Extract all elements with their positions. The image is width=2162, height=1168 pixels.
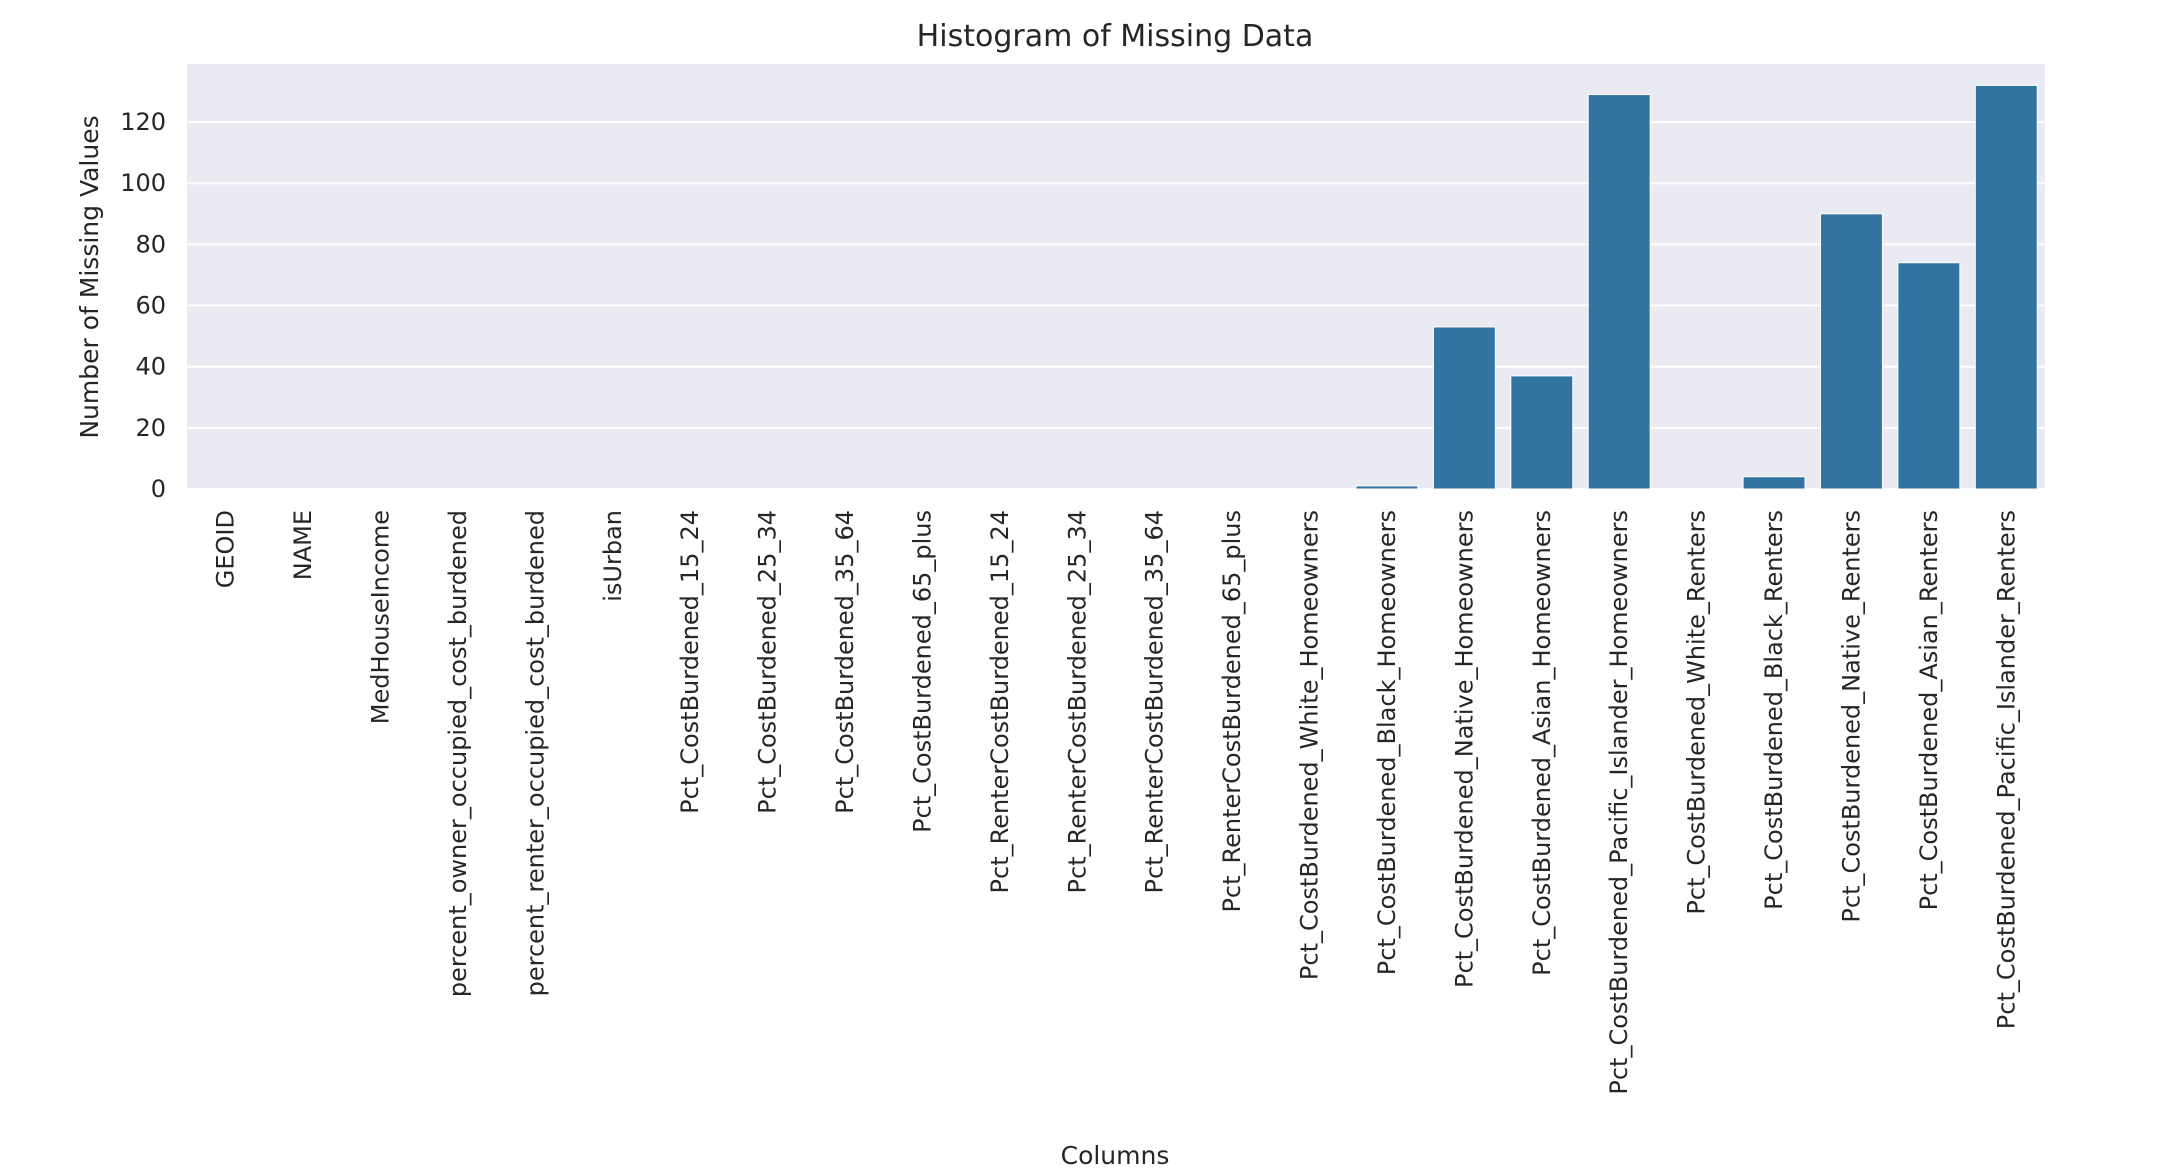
x-tick-label: Pct_RenterCostBurdened_25_34	[1063, 510, 1091, 893]
y-gridlines	[187, 121, 2045, 490]
bar	[1510, 375, 1574, 490]
x-axis-label: Columns	[1061, 1141, 1170, 1168]
y-axis-label: Number of Missing Values	[75, 115, 104, 438]
y-tick-label: 120	[120, 108, 166, 136]
bar	[1355, 485, 1419, 490]
y-tick-label: 20	[135, 414, 166, 442]
x-tick-label: Pct_CostBurdened_Black_Renters	[1760, 510, 1788, 910]
y-tick-labels: 0 20 40 60 80 100 120	[120, 108, 166, 503]
y-tick-label: 60	[135, 292, 166, 320]
plot-area	[187, 64, 2045, 489]
x-tick-label: Pct_CostBurdened_Black_Homeowners	[1373, 510, 1401, 975]
x-tick-label: Pct_CostBurdened_White_Renters	[1683, 510, 1711, 915]
bar	[1974, 84, 2038, 490]
y-tick-label: 40	[135, 353, 166, 381]
y-tick-label: 100	[120, 169, 166, 197]
x-tick-label: Pct_CostBurdened_Native_Renters	[1837, 510, 1865, 923]
x-tick-label: Pct_CostBurdened_White_Homeowners	[1296, 510, 1324, 980]
bar	[1432, 326, 1496, 490]
x-tick-label: Pct_CostBurdened_Asian_Homeowners	[1528, 510, 1556, 976]
bar	[1587, 94, 1651, 490]
x-tick-label: percent_renter_occupied_cost_burdened	[521, 510, 549, 996]
y-tick-label: 80	[135, 230, 166, 258]
x-tick-label: Pct_CostBurdened_25_34	[754, 510, 782, 814]
bar	[1897, 262, 1961, 490]
x-tick-label: Pct_CostBurdened_35_64	[831, 510, 859, 814]
bars	[1355, 84, 2038, 490]
x-tick-label: Pct_CostBurdened_Pacific_Islander_Renter…	[1992, 510, 2020, 1029]
x-tick-label: Pct_RenterCostBurdened_35_64	[1141, 510, 1169, 893]
x-tick-label: Pct_CostBurdened_Asian_Renters	[1915, 510, 1943, 910]
x-tick-label: Pct_CostBurdened_65_plus	[908, 510, 936, 833]
x-tick-label: Pct_RenterCostBurdened_15_24	[986, 510, 1014, 893]
bar	[1819, 213, 1883, 490]
x-tick-label: Pct_CostBurdened_15_24	[676, 510, 704, 814]
x-tick-label: percent_owner_occupied_cost_burdened	[444, 510, 472, 997]
x-tick-label: NAME	[289, 510, 317, 580]
x-tick-labels: GEOID NAME MedHouseIncome percent_owner_occ…	[212, 510, 2021, 1095]
y-tick-label: 0	[151, 475, 166, 503]
x-tick-label: Pct_CostBurdened_Pacific_Islander_Homeow…	[1605, 510, 1633, 1095]
bar	[1742, 476, 1806, 490]
x-tick-label: Pct_RenterCostBurdened_65_plus	[1218, 510, 1246, 913]
chart-title: Histogram of Missing Data	[917, 19, 1314, 54]
x-tick-label: GEOID	[212, 510, 240, 588]
x-tick-label: Pct_CostBurdened_Native_Homeowners	[1450, 510, 1478, 988]
x-tick-label: isUrban	[599, 510, 627, 602]
x-tick-label: MedHouseIncome	[367, 510, 395, 724]
